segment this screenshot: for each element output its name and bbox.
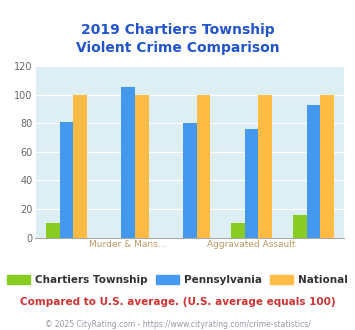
Bar: [320, 95, 334, 238]
Bar: [258, 95, 272, 238]
Bar: [307, 105, 320, 238]
Bar: [293, 215, 307, 238]
Text: © 2025 CityRating.com - https://www.cityrating.com/crime-statistics/: © 2025 CityRating.com - https://www.city…: [45, 319, 310, 329]
Bar: [46, 223, 60, 238]
Bar: [183, 123, 197, 238]
Legend: Chartiers Township, Pennsylvania, National: Chartiers Township, Pennsylvania, Nation…: [2, 271, 353, 289]
Bar: [60, 122, 73, 238]
Text: Compared to U.S. average. (U.S. average equals 100): Compared to U.S. average. (U.S. average …: [20, 297, 335, 307]
Bar: [245, 129, 258, 238]
Bar: [197, 95, 210, 238]
Bar: [135, 95, 148, 238]
Bar: [231, 223, 245, 238]
Text: 2019 Chartiers Township
Violent Crime Comparison: 2019 Chartiers Township Violent Crime Co…: [76, 23, 279, 55]
Bar: [73, 95, 87, 238]
Bar: [121, 87, 135, 238]
